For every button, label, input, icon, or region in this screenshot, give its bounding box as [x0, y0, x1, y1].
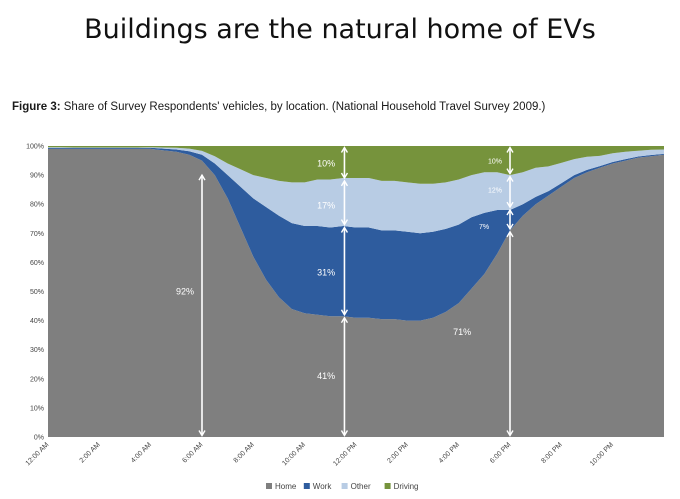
annotation-label: 41% — [317, 371, 335, 381]
legend-swatch — [303, 483, 310, 489]
slide-title: Buildings are the natural home of EVs — [84, 14, 596, 45]
y-tick-label: 100% — [26, 144, 44, 151]
y-tick-label: 10% — [30, 405, 44, 412]
annotation-label: 71% — [453, 327, 471, 337]
legend-label: Work — [313, 482, 333, 491]
annotation-label: 7% — [479, 224, 489, 231]
x-tick-label: 12:00 PM — [332, 441, 358, 467]
annotation-arrowhead — [506, 146, 514, 153]
annotation-label: 31% — [317, 268, 335, 278]
annotation-arrowhead — [340, 179, 349, 187]
x-tick-label: 10:00 PM — [589, 441, 615, 467]
y-tick-label: 40% — [30, 318, 44, 325]
annotation-arrowhead — [340, 430, 349, 437]
x-tick-label: 2:00 PM — [386, 441, 410, 465]
annotation-label: 92% — [176, 287, 194, 297]
x-tick-label: 10:00 AM — [281, 441, 307, 467]
annotation-arrowhead — [198, 430, 206, 437]
annotation-arrowhead — [340, 309, 349, 317]
y-tick-label: 60% — [30, 260, 44, 267]
y-tick-label: 30% — [30, 347, 44, 354]
annotation-arrowhead — [340, 219, 349, 226]
annotation-label: 12% — [488, 188, 502, 195]
annotation-label: 10% — [488, 159, 502, 166]
legend-swatch — [341, 483, 348, 489]
annotation-label: 17% — [317, 201, 335, 211]
y-tick-label: 80% — [30, 202, 44, 209]
x-tick-label: 4:00 AM — [130, 441, 153, 464]
annotation-arrowhead — [506, 201, 514, 209]
y-tick-label: 20% — [30, 376, 44, 383]
annotation-label: 10% — [317, 158, 335, 168]
x-tick-label: 4:00 PM — [438, 441, 462, 465]
figure-caption: Figure 3: Share of Survey Respondents' v… — [12, 101, 545, 113]
annotation-arrowhead — [506, 223, 514, 231]
annotation-arrowhead — [340, 226, 349, 233]
figure-label: Figure 3: — [12, 101, 61, 113]
x-tick-label: 8:00 PM — [540, 441, 564, 465]
area-other — [48, 147, 664, 234]
y-tick-label: 70% — [30, 231, 44, 238]
x-tick-label: 2:00 AM — [79, 441, 102, 464]
legend-label: Home — [275, 482, 297, 491]
x-tick-label: 6:00 PM — [489, 441, 513, 465]
annotation-arrowhead — [506, 230, 514, 238]
legend-swatch — [384, 483, 391, 489]
annotation-arrowhead — [506, 208, 514, 216]
y-tick-label: 50% — [30, 289, 44, 296]
y-tick-label: 0% — [34, 435, 44, 442]
annotation-arrowhead — [506, 430, 514, 437]
x-tick-label: 8:00 AM — [233, 441, 256, 464]
legend-swatch — [266, 483, 272, 489]
legend-label: Driving — [394, 482, 419, 491]
y-tick-label: 90% — [30, 173, 44, 180]
figure-caption-text: Share of Survey Respondents' vehicles, b… — [63, 101, 546, 113]
annotation-arrowhead — [506, 175, 514, 182]
annotation-arrowhead — [340, 146, 349, 153]
annotation-arrowhead — [340, 172, 349, 180]
annotation-arrowhead — [198, 173, 206, 181]
annotation-arrowhead — [506, 168, 514, 176]
annotation-arrowhead — [340, 316, 349, 324]
x-tick-label: 12:00 AM — [25, 441, 51, 467]
x-tick-label: 6:00 AM — [181, 441, 204, 464]
legend-label: Other — [351, 482, 371, 491]
area-work — [48, 147, 664, 321]
